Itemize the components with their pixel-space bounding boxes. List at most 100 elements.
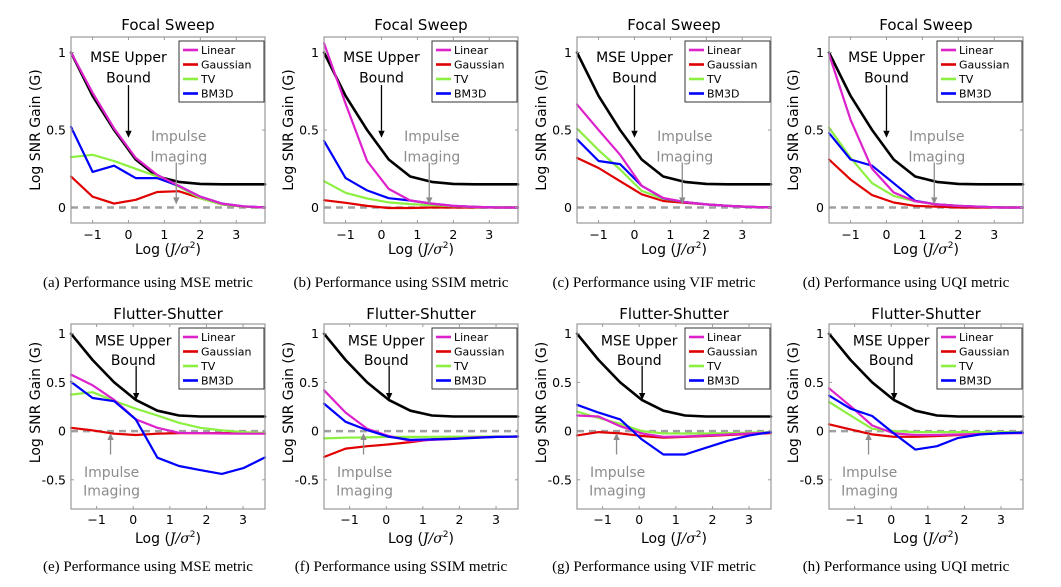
- y-tick-label: 1: [58, 45, 66, 60]
- legend-item-bm3d: BM3D: [183, 88, 234, 101]
- x-axis-label-superscript: 2: [948, 530, 954, 540]
- series-line-bm3d: [575, 403, 773, 456]
- annotation-text: Imaging: [841, 484, 898, 500]
- x-axis-label-suffix: ): [196, 531, 201, 547]
- arrow-head-icon: [385, 392, 393, 400]
- arrow-head-icon: [426, 197, 433, 205]
- series-line-mse-upper-bound: [575, 51, 773, 186]
- annotation-text: Imaging: [908, 149, 965, 165]
- legend-label-linear: Linear: [201, 331, 236, 344]
- y-tick-label: 0: [816, 200, 824, 215]
- legend-item-tv: TV: [436, 360, 469, 373]
- legend-item-gaussian: Gaussian: [689, 346, 757, 359]
- x-tick-label: 3: [485, 227, 493, 242]
- x-tick-label: 0: [883, 227, 891, 242]
- legend-item-gaussian: Gaussian: [183, 346, 251, 359]
- series-line-mse-upper-bound: [575, 332, 773, 418]
- y-axis-label: Log SNR Gain (G): [28, 342, 44, 463]
- legend-item-gaussian: Gaussian: [941, 59, 1009, 72]
- annotation-impulse-imaging: Impulse Imaging: [150, 129, 207, 205]
- annotation-text: Bound: [869, 353, 914, 369]
- legend-label-gaussian: Gaussian: [707, 346, 757, 359]
- series-group: [322, 42, 520, 210]
- x-tick-label: 2: [196, 227, 204, 242]
- chart-title: Focal Sweep: [121, 16, 214, 34]
- x-tick-label: 1: [160, 227, 168, 242]
- x-axis-label: Log (J/σ2): [893, 530, 959, 547]
- legend-label-gaussian: Gaussian: [959, 346, 1009, 359]
- chart-title: Flutter-Shutter: [619, 305, 729, 323]
- annotation-text: Bound: [106, 70, 151, 86]
- y-tick-label: 0.5: [299, 375, 319, 390]
- annotation-text: Imaging: [403, 149, 460, 165]
- x-axis-label-math: J/σ: [167, 531, 190, 547]
- y-tick-label: -0.5: [800, 472, 824, 487]
- annotation-text: Imaging: [336, 484, 393, 500]
- x-tick-label: 1: [666, 227, 674, 242]
- legend-label-gaussian: Gaussian: [454, 59, 504, 72]
- x-tick-label: −1: [841, 227, 859, 242]
- x-axis-label: Log (J/σ2): [893, 241, 959, 258]
- x-axis-label-prefix: Log (: [388, 242, 423, 258]
- plot-frame: [576, 323, 772, 510]
- y-tick-label: 0: [58, 424, 66, 439]
- x-axis-label: Log (J/σ2): [641, 530, 707, 547]
- legend-item-gaussian: Gaussian: [689, 59, 757, 72]
- series-line-bm3d: [827, 394, 1025, 451]
- annotation-mse-upper-bound: MSE Upper Bound: [853, 334, 930, 400]
- arrow-head-icon: [865, 433, 872, 441]
- x-axis-label-prefix: Log (: [135, 242, 170, 258]
- legend-label-linear: Linear: [454, 331, 489, 344]
- legend-item-gaussian: Gaussian: [436, 59, 504, 72]
- annotation-text: Bound: [864, 70, 909, 86]
- arrow-head-icon: [931, 197, 938, 205]
- annotation-text: Bound: [359, 70, 404, 86]
- y-tick-label: 1: [816, 45, 824, 60]
- chart-title: Flutter-Shutter: [113, 305, 223, 323]
- x-axis-label: Log (J/σ2): [135, 241, 201, 258]
- annotation-text: Imaging: [656, 149, 713, 165]
- legend-item-linear: Linear: [689, 44, 742, 57]
- annotation-mse-upper-bound: MSE Upper Bound: [601, 334, 678, 400]
- series-line-linear: [575, 414, 773, 438]
- x-tick-label: −1: [87, 512, 105, 527]
- y-tick-label: 0.5: [552, 123, 572, 138]
- annotation-text: Imaging: [83, 484, 140, 500]
- legend-label-tv: TV: [200, 360, 216, 373]
- x-tick-label: 3: [745, 512, 753, 527]
- x-axis-label: Log (J/σ2): [388, 241, 454, 258]
- legend-item-gaussian: Gaussian: [436, 346, 504, 359]
- x-tick-label: 0: [631, 227, 639, 242]
- x-axis-label-suffix: ): [702, 242, 707, 258]
- x-axis-label-suffix: ): [954, 242, 959, 258]
- annotation-text: Impulse: [404, 129, 459, 145]
- legend-item-tv: TV: [689, 360, 722, 373]
- series-group: [827, 51, 1025, 209]
- x-axis-label-superscript: 2: [443, 241, 449, 251]
- legend-item-bm3d: BM3D: [183, 375, 234, 388]
- subfigure-caption: (g) Performance using VIF metric: [552, 559, 756, 575]
- annotation-text: Impulse: [337, 465, 392, 481]
- x-tick-label: 3: [239, 512, 247, 527]
- legend-label-tv: TV: [200, 73, 216, 86]
- x-axis-label-suffix: ): [449, 242, 454, 258]
- legend-label-linear: Linear: [201, 44, 236, 57]
- y-axis-label: Log SNR Gain (G): [534, 69, 550, 190]
- subfigure-caption: (f) Performance using SSIM metric: [295, 559, 508, 575]
- x-axis-label-prefix: Log (: [641, 242, 676, 258]
- x-axis-label-superscript: 2: [190, 530, 196, 540]
- series-line-bm3d: [69, 380, 267, 475]
- legend-item-tv: TV: [941, 73, 974, 86]
- annotation-impulse-imaging: Impulse Imaging: [403, 129, 460, 205]
- series-line-linear: [827, 52, 1025, 209]
- annotation-text: MSE Upper: [348, 334, 425, 350]
- y-tick-label: 0.5: [299, 123, 319, 138]
- x-tick-label: 1: [419, 512, 427, 527]
- legend-label-gaussian: Gaussian: [959, 59, 1009, 72]
